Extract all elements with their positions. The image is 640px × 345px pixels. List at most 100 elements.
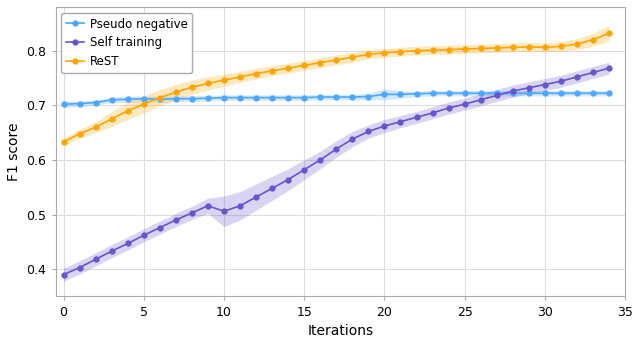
Pseudo negative [172,97,180,101]
ReST [557,44,564,48]
Self training [76,265,83,269]
Self training [589,70,597,75]
ReST [509,45,516,49]
ReST [140,102,148,106]
X-axis label: Iterations: Iterations [307,324,373,338]
Pseudo negative [429,91,436,95]
ReST [124,109,132,113]
Pseudo negative [573,91,581,95]
ReST [493,46,500,50]
Self training [236,204,244,208]
Self training [220,209,228,213]
ReST [605,31,613,35]
Pseudo negative [204,96,212,100]
Self training [493,93,500,98]
ReST [541,45,548,49]
Self training [461,102,468,106]
Self training [365,129,372,134]
Self training [140,233,148,237]
ReST [573,42,581,46]
Pseudo negative [236,96,244,100]
ReST [381,51,388,55]
Self training [477,98,484,102]
Self training [525,86,532,90]
ReST [156,96,164,100]
Self training [381,124,388,128]
Pseudo negative [188,97,196,101]
Self training [316,158,324,162]
Self training [188,211,196,215]
Self training [108,249,116,253]
Self training [60,273,67,277]
ReST [76,131,83,136]
Self training [541,82,548,87]
Pseudo negative [557,91,564,95]
ReST [525,45,532,49]
ReST [236,75,244,79]
Pseudo negative [365,95,372,99]
ReST [268,69,276,73]
ReST [108,117,116,121]
ReST [60,140,67,144]
Self training [204,204,212,208]
Self training [252,195,260,199]
Pseudo negative [316,95,324,99]
Self training [268,186,276,190]
Pseudo negative [541,91,548,95]
Pseudo negative [140,97,148,101]
Pseudo negative [589,91,597,95]
Pseudo negative [300,96,308,100]
Self training [124,241,132,246]
ReST [284,66,292,70]
Pseudo negative [76,101,83,106]
Pseudo negative [445,91,452,95]
Self training [445,106,452,110]
Line: Self training: Self training [61,66,611,277]
ReST [92,125,99,129]
Pseudo negative [156,97,164,101]
Pseudo negative [605,91,613,95]
Self training [156,226,164,230]
Pseudo negative [493,91,500,95]
ReST [316,61,324,65]
ReST [461,47,468,51]
Pseudo negative [413,92,420,96]
Self training [605,66,613,70]
Self training [573,75,581,79]
Legend: Pseudo negative, Self training, ReST: Pseudo negative, Self training, ReST [61,13,193,73]
ReST [397,50,404,54]
Pseudo negative [108,98,116,102]
Pseudo negative [220,96,228,100]
Line: ReST: ReST [61,31,611,144]
Self training [284,177,292,181]
ReST [365,52,372,57]
ReST [413,49,420,53]
ReST [477,46,484,50]
Self training [332,147,340,151]
Pseudo negative [252,96,260,100]
Pseudo negative [60,102,67,106]
ReST [172,90,180,94]
Self training [397,120,404,124]
ReST [188,85,196,89]
ReST [204,81,212,86]
Self training [172,218,180,222]
Self training [429,111,436,115]
Pseudo negative [525,91,532,95]
Pseudo negative [349,95,356,99]
Pseudo negative [461,91,468,95]
Self training [300,168,308,172]
Pseudo negative [124,97,132,101]
ReST [429,48,436,52]
Pseudo negative [381,92,388,96]
Pseudo negative [268,96,276,100]
ReST [220,78,228,82]
Pseudo negative [509,91,516,95]
ReST [445,48,452,52]
ReST [349,55,356,59]
Line: Pseudo negative: Pseudo negative [61,91,611,107]
ReST [332,58,340,62]
Self training [349,137,356,141]
ReST [300,63,308,68]
ReST [252,71,260,76]
